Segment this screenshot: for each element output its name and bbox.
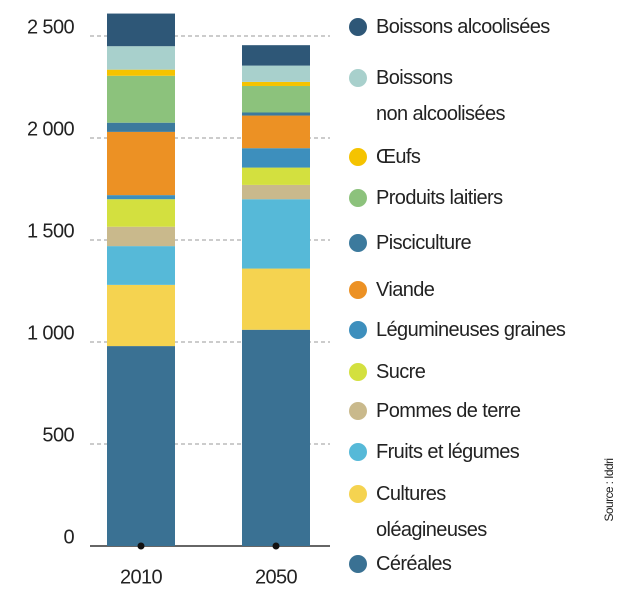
- y-tick-label: 2 500: [27, 16, 75, 38]
- bar-segment: [107, 13, 175, 47]
- bar-segment: [242, 45, 310, 66]
- bar-segment: [107, 122, 175, 132]
- legend-marker: [349, 555, 367, 573]
- bar-segment: [242, 112, 310, 116]
- baseline-dot: [272, 542, 280, 550]
- legend-label: Pommes de terre: [376, 400, 521, 422]
- bar-segment: [242, 115, 310, 149]
- legend-marker: [349, 148, 367, 166]
- legend-label: Fruits et légumes: [376, 441, 520, 463]
- source: Source : Iddri: [602, 459, 616, 522]
- bar-segment: [107, 75, 175, 123]
- bar-segment: [107, 131, 175, 196]
- legend-label: Boissons non alcoolisées: [376, 67, 505, 125]
- bar-segment: [107, 46, 175, 70]
- bar-segment: [107, 195, 175, 200]
- y-tick-label: 1 000: [27, 322, 75, 344]
- legend-label: Sucre: [376, 361, 426, 383]
- baseline-dot: [137, 542, 145, 550]
- legend-marker: [349, 281, 367, 299]
- legend-label: Pisciculture: [376, 232, 472, 254]
- y-tick-label: 500: [42, 424, 74, 446]
- legend-marker: [349, 18, 367, 36]
- legend-label: Œufs: [376, 146, 421, 168]
- bar-segment: [242, 81, 310, 86]
- legend-label: Cultures oléagineuses: [376, 483, 487, 541]
- legend-label: Boissons alcoolisées: [376, 16, 550, 38]
- legend-marker: [349, 443, 367, 461]
- bar-segment: [107, 346, 175, 546]
- legend-marker: [349, 363, 367, 381]
- bar-segment: [242, 199, 310, 269]
- legend-marker: [349, 69, 367, 87]
- legend-label: Céréales: [376, 553, 452, 575]
- bar-segment: [242, 148, 310, 168]
- bar-segment: [242, 85, 310, 113]
- legend-marker: [349, 189, 367, 207]
- legend-label: Viande: [376, 279, 435, 301]
- legend-marker: [349, 321, 367, 339]
- legend-marker: [349, 485, 367, 503]
- legend-label: Légumineuses graines: [376, 319, 566, 341]
- y-tick-label: 2 000: [27, 118, 75, 140]
- bar-segment: [242, 65, 310, 82]
- y-tick-label: 0: [63, 526, 74, 548]
- bar-segment: [107, 284, 175, 347]
- x-tick-label: 2010: [120, 566, 163, 588]
- bar-segment: [242, 167, 310, 185]
- bar-segment: [107, 246, 175, 285]
- bar-segment: [242, 329, 310, 546]
- legend-label: Produits laitiers: [376, 187, 503, 209]
- bar-segment: [107, 199, 175, 227]
- bar-segment: [242, 184, 310, 200]
- bar-segment: [107, 69, 175, 76]
- x-tick-label: 2050: [255, 566, 298, 588]
- bar-segment: [107, 226, 175, 247]
- legend-marker: [349, 402, 367, 420]
- legend-marker: [349, 234, 367, 252]
- bar-segment: [242, 268, 310, 330]
- y-tick-label: 1 500: [27, 220, 75, 242]
